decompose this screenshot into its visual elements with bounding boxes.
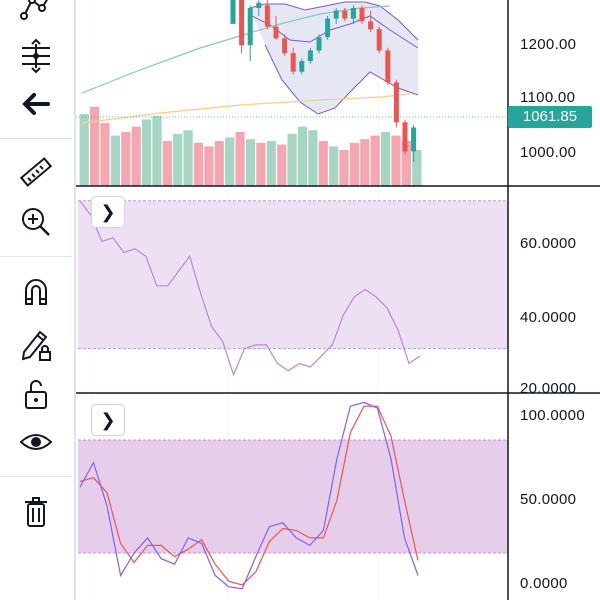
- volume-bar: [266, 141, 276, 186]
- pattern-tool-icon[interactable]: [12, 0, 60, 32]
- moving-average-orange: [81, 93, 411, 124]
- ruler-icon[interactable]: [12, 150, 60, 194]
- rsi-pane-expand-button[interactable]: ❯: [91, 196, 125, 228]
- volume-bar: [370, 135, 380, 186]
- stoch-axis-label: 0.0000: [520, 575, 568, 592]
- price-axis-label: 1100.00: [520, 89, 576, 106]
- trash-icon[interactable]: [12, 490, 60, 534]
- candle-body: [307, 50, 313, 62]
- volume-bar: [79, 114, 89, 186]
- volume-bar: [256, 142, 266, 186]
- pencil-lock-icon[interactable]: [12, 322, 60, 366]
- candle-body: [333, 10, 339, 19]
- candle-body: [402, 122, 408, 152]
- candle-body: [316, 37, 322, 51]
- volume-bar: [287, 133, 297, 186]
- back-arrow-icon[interactable]: [12, 82, 60, 126]
- volume-bar: [183, 130, 193, 186]
- zoom-in-icon[interactable]: [12, 200, 60, 244]
- adjust-tool-icon[interactable]: [12, 34, 60, 78]
- volume-bar: [349, 142, 359, 186]
- volume-bar: [245, 139, 256, 186]
- candle-body: [359, 8, 365, 22]
- volume-bar: [235, 132, 245, 186]
- eye-icon[interactable]: [12, 420, 60, 464]
- volume-bar: [142, 119, 152, 186]
- volume-bar: [391, 135, 401, 186]
- candle-body: [368, 21, 374, 30]
- stoch-axis-label: 50.0000: [520, 491, 577, 508]
- bollinger-upper-line: [249, 1, 419, 41]
- volume-bar: [152, 115, 162, 186]
- drawing-toolbar: [0, 0, 72, 600]
- candle-body: [282, 38, 288, 54]
- volume-bar: [401, 141, 411, 186]
- toolbar-divider: [0, 138, 72, 139]
- volume-bar: [308, 130, 318, 186]
- candle-body: [350, 8, 356, 19]
- candle-body: [290, 53, 296, 72]
- candle-body: [256, 2, 262, 9]
- rsi-pane[interactable]: [78, 200, 508, 377]
- volume-bar: [225, 137, 235, 186]
- stochastic-d-line: [79, 405, 419, 586]
- volume-bar: [214, 141, 224, 186]
- chevron-right-icon: ❯: [100, 201, 116, 222]
- stoch-pane-expand-button[interactable]: ❯: [91, 404, 125, 436]
- volume-bar: [360, 139, 370, 186]
- volume-bar: [193, 142, 204, 186]
- candle-body: [385, 50, 391, 83]
- volume-bar: [110, 135, 120, 186]
- candle-body: [376, 29, 382, 51]
- rsi-band: [78, 200, 508, 349]
- rsi-axis-label: 40.0000: [520, 309, 577, 326]
- unlock-icon[interactable]: [12, 372, 60, 416]
- candle-body: [411, 127, 417, 152]
- candle-body: [264, 5, 270, 27]
- candle-body: [239, 0, 245, 46]
- toolbar-divider: [0, 476, 72, 477]
- toolbar-divider: [0, 256, 72, 257]
- bollinger-band-fill: [250, 2, 418, 114]
- toolbar-border: [74, 0, 76, 600]
- candle-body: [299, 61, 305, 72]
- stoch-axis-label: 100.0000: [520, 407, 585, 424]
- current-price-badge: 1061.85: [508, 106, 592, 128]
- volume-bar: [131, 126, 141, 186]
- magnet-icon[interactable]: [12, 270, 60, 314]
- stochastic-band: [78, 440, 508, 553]
- pane-borders: [76, 0, 600, 600]
- candle-body: [325, 18, 331, 38]
- stochastic-pane[interactable]: [78, 401, 508, 590]
- volume-bar: [90, 106, 100, 186]
- volume-bar: [173, 133, 183, 186]
- volume-bar: [381, 132, 391, 186]
- candle-body: [247, 8, 253, 46]
- chevron-right-icon: ❯: [100, 409, 116, 430]
- chart-area[interactable]: [76, 0, 600, 600]
- candle-body: [342, 10, 348, 19]
- volume-bar: [100, 123, 110, 186]
- volume-bar: [412, 150, 422, 186]
- volume-bar: [318, 141, 328, 186]
- candle-body: [273, 26, 279, 39]
- rsi-axis-label: 20.0000: [520, 380, 577, 397]
- bollinger-lower-line: [264, 44, 419, 115]
- volume-bar: [339, 150, 349, 186]
- price-axis-label: 1200.00: [520, 36, 577, 53]
- candle-body: [230, 0, 236, 24]
- volume-bar: [297, 126, 308, 186]
- price-pane[interactable]: [76, 0, 508, 186]
- candle-body: [393, 82, 399, 123]
- volume-bar: [277, 144, 287, 186]
- volume-bar: [162, 141, 172, 186]
- price-axis-label: 1000.00: [520, 144, 577, 161]
- rsi-axis-label: 60.0000: [520, 235, 577, 252]
- volume-bar: [121, 132, 131, 186]
- volume-bar: [204, 146, 214, 186]
- volume-bar: [329, 146, 339, 186]
- stochastic-k-line: [79, 401, 419, 590]
- rsi-line: [79, 200, 421, 377]
